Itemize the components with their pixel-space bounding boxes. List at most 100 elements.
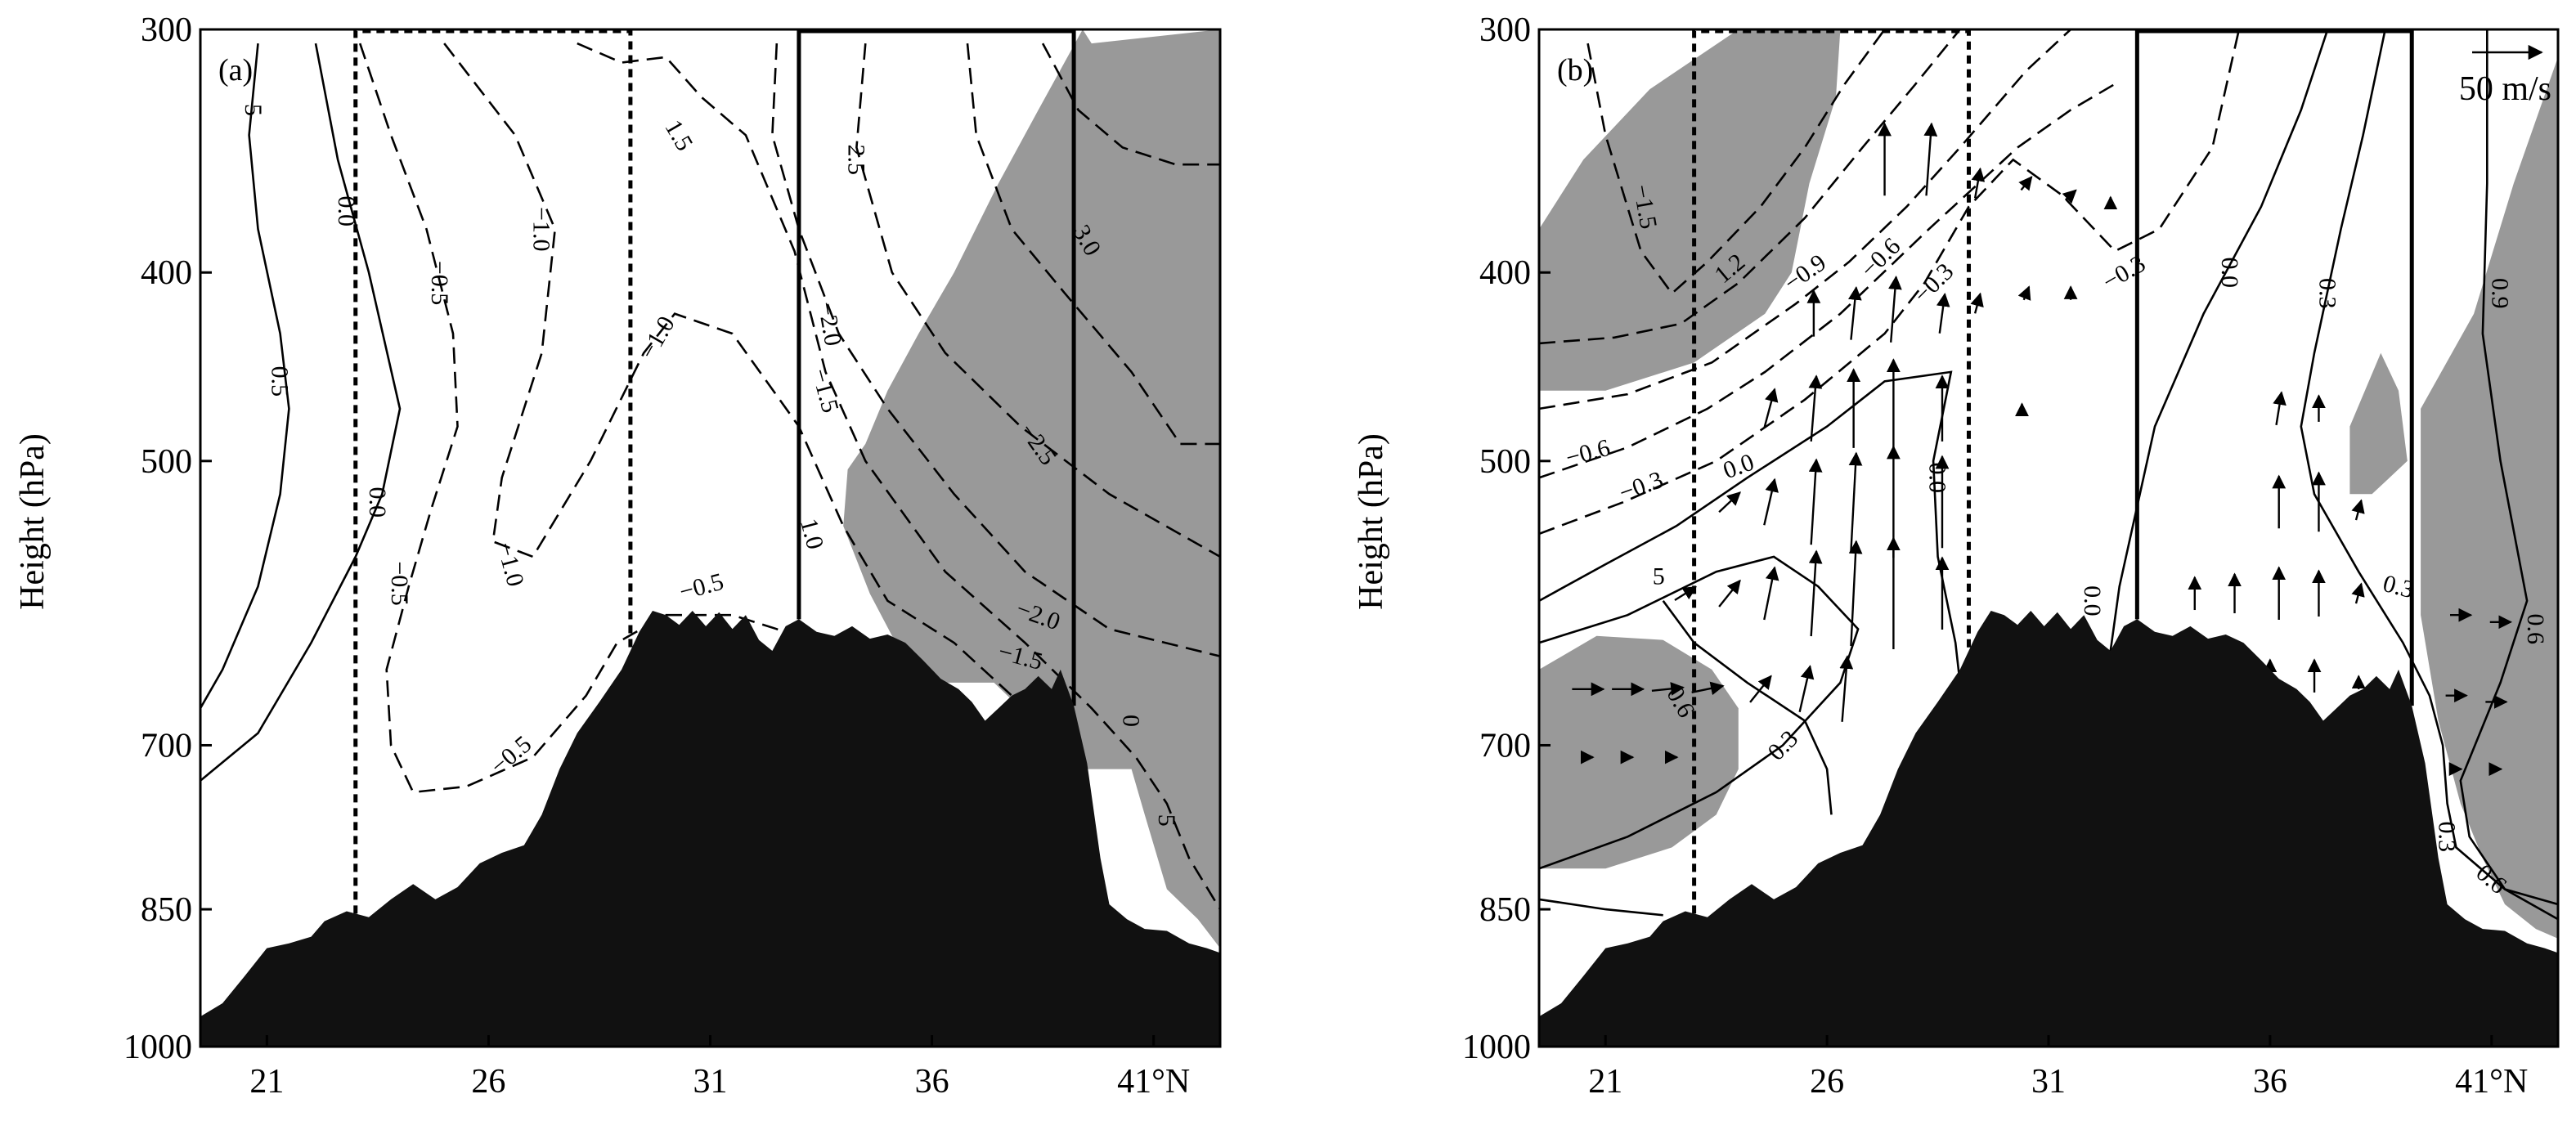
x-tick-label: 26: [471, 1063, 505, 1101]
x-tick-label: 31: [693, 1063, 728, 1101]
x-tick-label: 41°N: [2455, 1063, 2528, 1101]
contour-label-group: −0.5: [485, 730, 536, 779]
contour-label-group: 5: [1653, 563, 1665, 590]
contour-label-group: 0.6: [2522, 614, 2549, 645]
contour-label: −0.6: [1563, 434, 1613, 472]
contour-label: 0.3: [2434, 822, 2461, 853]
contour-label-group: −0.6: [1563, 434, 1613, 472]
shaded-region: [2349, 352, 2408, 495]
contour-label: −0.3: [2098, 250, 2151, 296]
contour-line: [855, 43, 1220, 558]
contour-label-group: −0.6: [1856, 232, 1906, 283]
contour-label-group: 5: [1153, 814, 1180, 827]
contour-line: [200, 43, 290, 709]
contour-label: −0.3: [1909, 258, 1959, 309]
x-tick-label: 41°N: [1117, 1063, 1190, 1101]
contour-label-group: 0.3: [1762, 725, 1803, 766]
contour-label-group: 2.5: [842, 145, 869, 176]
contour-label-group: −0.3: [1616, 466, 1667, 507]
contour-label-group: −1.0: [635, 312, 680, 364]
shaded-region: [1539, 635, 1739, 869]
wind-vector: [1798, 665, 1815, 713]
contour-label-group: 0.0: [333, 196, 360, 227]
wind-vector: [1936, 292, 1950, 334]
contour-label-group: 0.0: [1924, 463, 1951, 494]
contour-label: 0.3: [1762, 725, 1803, 766]
contour-label-group: −0.3: [2098, 250, 2151, 296]
contour-label-group: 5: [240, 104, 267, 116]
contour-label-group: 0.3: [2434, 822, 2461, 853]
wind-vector: [2062, 189, 2077, 204]
x-tick-label: 31: [2031, 1063, 2066, 1101]
contour-label: −0.5: [426, 261, 453, 305]
wind-vector: [1763, 388, 1779, 429]
y-tick-label: 400: [141, 254, 192, 292]
contour-label: 0.0: [333, 196, 360, 227]
wind-vector: [1718, 491, 1741, 513]
wind-vector: [2017, 285, 2031, 301]
contour-line: [577, 42, 1220, 910]
panel-label: (a): [218, 53, 253, 87]
contour-label: −1.0: [635, 312, 680, 364]
reference-vector-label: 50 m/s: [2459, 70, 2551, 108]
y-tick-label: 1000: [123, 1029, 192, 1066]
wind-vector: [1848, 451, 1863, 552]
contour-label: 0.0: [2216, 257, 2243, 288]
wind-vector: [1839, 655, 1854, 722]
panel-label: (b): [1557, 53, 1593, 87]
contour-label: 0: [1118, 715, 1145, 727]
wind-vector: [1847, 285, 1862, 340]
wind-vector: [1848, 540, 1863, 647]
shaded-region: [1539, 29, 1841, 391]
contour-label: 0.0: [364, 487, 391, 518]
contour-label-group: −1.5: [806, 365, 844, 415]
wind-vector: [2351, 499, 2365, 521]
contour-label-group: −0.5: [676, 568, 726, 606]
contour-line: [1539, 29, 2071, 410]
contour-line: [1539, 898, 1663, 917]
contour-label: −0.5: [386, 561, 413, 605]
wind-vector: [1691, 681, 1725, 696]
wind-vector: [1808, 458, 1823, 545]
contour-label-group: 0.3: [2313, 278, 2340, 309]
contour-line: [966, 43, 1220, 446]
contour-label-group: −1.0: [527, 207, 554, 251]
contour-label: 0.0: [2079, 585, 2106, 617]
contour-label: 0.9: [2487, 278, 2514, 309]
y-tick-label: 300: [141, 11, 192, 49]
region-box-solid: [2134, 29, 2414, 706]
contour-label: 5: [1653, 563, 1665, 590]
contour-label: 2.5: [842, 145, 869, 176]
y-tick-label: 300: [1479, 11, 1531, 49]
y-tick-label: 500: [1479, 443, 1531, 481]
plot-area: 5 0.5 0.0 0.0 −0.5 −0.5 −0.5 −0.5 −1.0 −1.0 −1.0 1.…: [200, 29, 1220, 1047]
contour-label: −0.5: [676, 568, 726, 606]
wind-vector: [2018, 176, 2033, 191]
contour-line: [2459, 29, 2558, 906]
panel-a: 5 0.5 0.0 0.0 −0.5 −0.5 −0.5 −0.5 −1.0 −1.0 −1.0 1.…: [14, 11, 1222, 1101]
contour-label-group: 0: [1118, 715, 1145, 727]
contour-label-group: −0.3: [1909, 258, 1959, 309]
wind-vector: [2351, 582, 2365, 604]
contour-label-group: −0.5: [386, 561, 413, 605]
y-axis-label: Height (hPa): [14, 433, 52, 610]
contour-line: [358, 43, 809, 794]
y-tick-label: 400: [1479, 254, 1531, 292]
contour-line: [1539, 29, 2241, 536]
contour-label-group: −0.5: [426, 261, 453, 305]
y-tick-label: 500: [141, 443, 192, 481]
contour-line: [1662, 600, 1833, 815]
panel-b: −1.51.2 −0.9 −0.6−0.3 −0.3−0.6−0.3 0.0 0.00.0…: [1353, 11, 2560, 1101]
contour-line: [1539, 370, 1961, 684]
terrain-silhouette: [1539, 611, 2558, 1047]
contour-label: 1.5: [659, 115, 698, 155]
contour-label-group: 0.0: [364, 487, 391, 518]
wind-vector: [1763, 566, 1779, 621]
contour-label: 0.3: [2313, 278, 2340, 309]
wind-vector: [1808, 549, 1823, 637]
shaded-region: [843, 29, 1220, 948]
y-tick-label: 700: [1479, 727, 1531, 765]
wind-vector: [1718, 579, 1741, 608]
contour-line: [1586, 29, 1886, 295]
